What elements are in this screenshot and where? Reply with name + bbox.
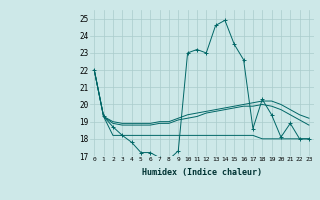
X-axis label: Humidex (Indice chaleur): Humidex (Indice chaleur) xyxy=(142,168,262,177)
